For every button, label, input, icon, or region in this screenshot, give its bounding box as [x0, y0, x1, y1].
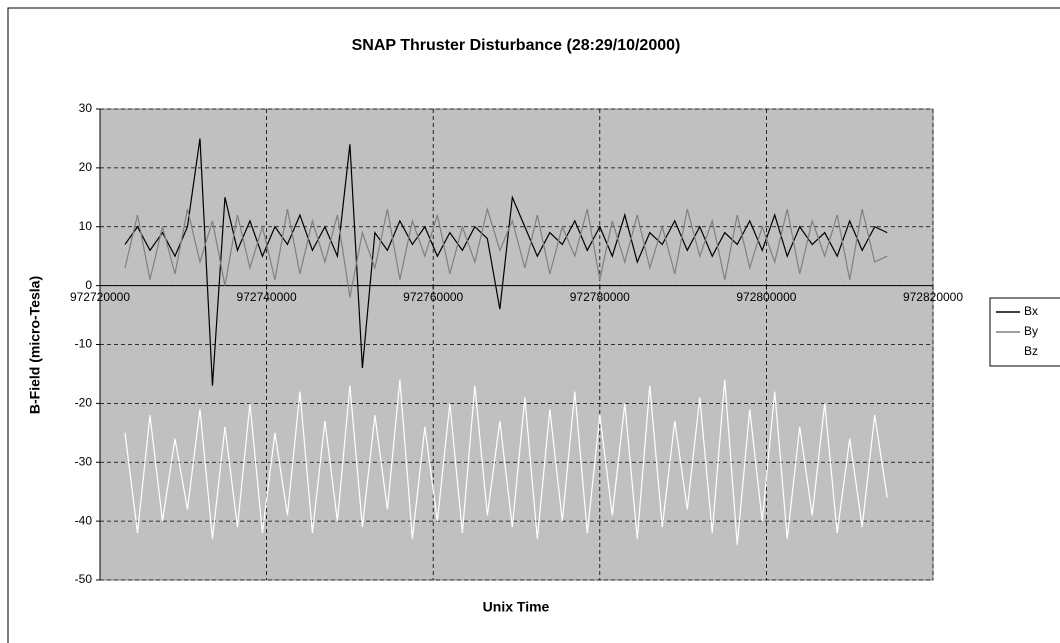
- chart-title: SNAP Thruster Disturbance (28:29/10/2000…: [352, 37, 681, 54]
- x-tick-label: 972800000: [736, 290, 796, 304]
- x-tick-label: 972820000: [903, 290, 963, 304]
- legend-label: Bx: [1024, 304, 1038, 318]
- y-tick-label: 20: [79, 160, 93, 174]
- y-tick-label: -40: [75, 513, 93, 527]
- x-tick-label: 972740000: [237, 290, 297, 304]
- y-tick-label: 30: [79, 101, 93, 115]
- y-tick-label: 10: [79, 219, 93, 233]
- data-line: [124, 206, 888, 298]
- y-axis-label: B-Field (micro-Tesla): [27, 276, 43, 414]
- data-line: [124, 138, 888, 386]
- x-axis-label: Unix Time: [483, 599, 550, 615]
- x-tick-label: 972780000: [570, 290, 630, 304]
- y-tick-label: -50: [75, 572, 93, 586]
- data-line: [124, 379, 888, 545]
- legend-label: By: [1024, 324, 1038, 338]
- y-tick-label: -10: [75, 337, 93, 351]
- y-tick-label: -20: [75, 396, 93, 410]
- y-tick-label: 0: [85, 278, 92, 292]
- x-tick-label: 972760000: [403, 290, 463, 304]
- y-tick-label: -30: [75, 454, 93, 468]
- legend-label: Bz: [1024, 344, 1038, 358]
